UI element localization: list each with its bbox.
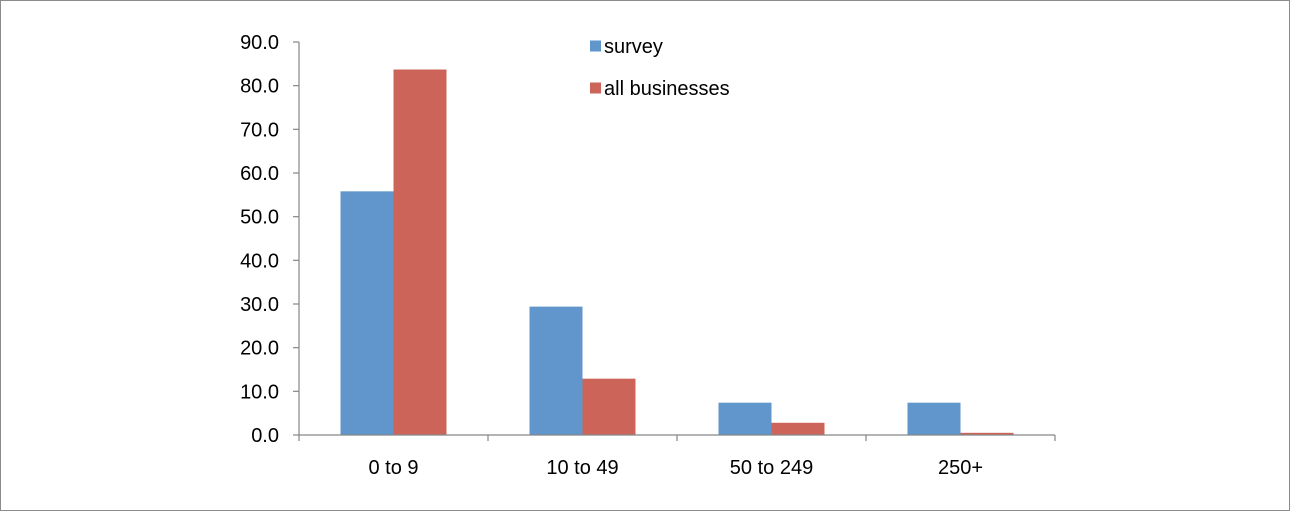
x-tick-label: 10 to 49 xyxy=(546,457,618,479)
bar-all-businesses-0 xyxy=(393,69,447,435)
bar-survey-0 xyxy=(340,191,394,435)
y-tick-label: 90.0 xyxy=(240,32,279,54)
bar-all-businesses-3 xyxy=(960,432,1014,435)
y-tick-label: 30.0 xyxy=(240,294,279,316)
y-tick-label: 70.0 xyxy=(240,119,279,141)
x-tick-label: 0 to 9 xyxy=(368,457,418,479)
y-tick-label: 80.0 xyxy=(240,76,279,98)
bar-survey-3 xyxy=(907,402,961,435)
bar-all-businesses-1 xyxy=(582,378,636,435)
legend-swatch-all-businesses xyxy=(590,82,601,94)
y-tick-label: 10.0 xyxy=(240,381,279,403)
legend-label-all-businesses: all businesses xyxy=(604,78,730,100)
y-tick-label: 20.0 xyxy=(240,338,279,360)
bar-all-businesses-2 xyxy=(771,422,825,435)
bar-survey-2 xyxy=(718,402,772,435)
x-tick-label: 50 to 249 xyxy=(730,457,813,479)
legend-label-survey: survey xyxy=(604,36,663,58)
x-tick-label: 250+ xyxy=(938,457,983,479)
y-tick-label: 60.0 xyxy=(240,163,279,185)
legend: survey all businesses xyxy=(590,36,730,100)
bars-layer xyxy=(340,69,1014,435)
y-tick-label: 0.0 xyxy=(251,425,279,447)
y-tick-label: 40.0 xyxy=(240,250,279,272)
y-tick-label: 50.0 xyxy=(240,207,279,229)
legend-swatch-survey xyxy=(590,40,601,52)
bar-survey-1 xyxy=(529,306,583,435)
axes-layer: 0.0 10.0 20.0 30.0 40.0 50.0 60.0 70.0 80.0 90.0 0… xyxy=(240,32,1056,479)
